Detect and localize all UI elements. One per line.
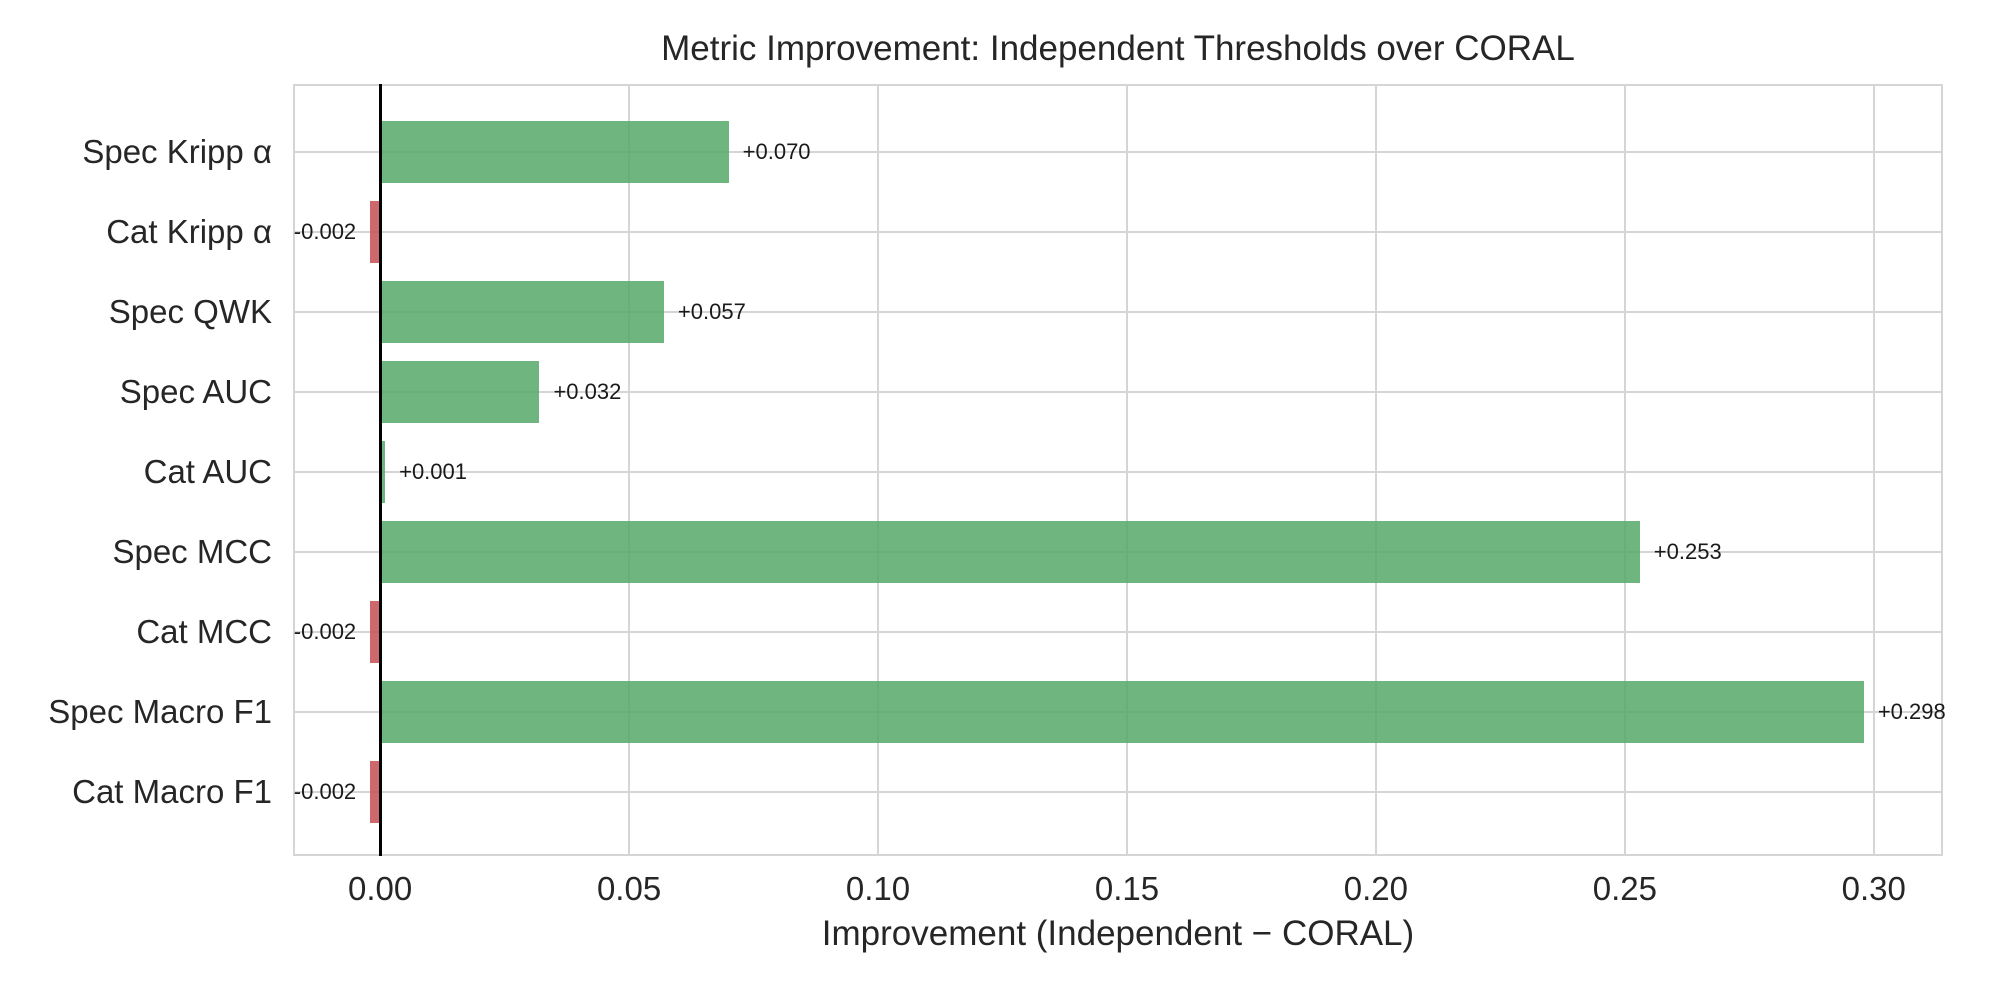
category-label-cat-auc: Cat AUC (143, 452, 272, 490)
category-label-cat-kripp: Cat Kripp α (106, 212, 272, 250)
bar-spec-auc (380, 360, 540, 423)
bar-cat-mcc (370, 600, 381, 663)
gridline-h (293, 470, 1943, 473)
bar-spec-kripp (380, 120, 729, 183)
gridline-v (1374, 84, 1377, 856)
bar-cat-macro-f1 (370, 760, 381, 823)
bar-cat-kripp (370, 200, 381, 263)
category-label-spec-qwk: Spec QWK (108, 292, 272, 330)
x-tick-label: 0.20 (1343, 870, 1409, 907)
gridline-h (293, 310, 1943, 313)
x-tick-label: 0.10 (845, 870, 911, 907)
value-label: +0.070 (742, 138, 811, 164)
category-label-spec-macro-f1: Spec Macro F1 (48, 692, 272, 730)
gridline-h (293, 150, 1943, 153)
value-label: +0.032 (553, 378, 622, 404)
gridline-v (1125, 84, 1128, 856)
value-label: +0.001 (399, 458, 467, 484)
category-label-cat-mcc: Cat MCC (136, 612, 272, 650)
category-label-spec-kripp: Spec Kripp α (82, 132, 272, 170)
x-axis-title: Improvement (Independent − CORAL) (821, 914, 1415, 953)
gridline-v (877, 84, 880, 856)
value-label: -0.002 (293, 618, 357, 644)
chart-title: Metric Improvement: Independent Threshol… (661, 29, 1575, 68)
value-label: +0.298 (1877, 698, 1946, 724)
x-tick-label: 0.30 (1841, 870, 1906, 907)
gridline-v (628, 84, 631, 856)
value-label: +0.253 (1653, 538, 1722, 564)
x-tick-label: 0.00 (348, 870, 413, 907)
bar-spec-macro-f1 (380, 680, 1864, 743)
value-label: +0.057 (677, 298, 746, 324)
bar-spec-qwk (380, 280, 664, 343)
gridline-h (293, 630, 1943, 633)
x-tick-label: 0.15 (1094, 870, 1160, 907)
x-tick-label: 0.05 (596, 870, 662, 907)
value-label: -0.002 (293, 778, 357, 804)
gridline-h (293, 390, 1943, 393)
bar-spec-mcc (380, 520, 1640, 583)
zero-line (378, 84, 382, 856)
category-label-spec-auc: Spec AUC (119, 372, 272, 410)
x-tick-label: 0.25 (1592, 870, 1657, 907)
gridline-v (1623, 84, 1626, 856)
category-label-spec-mcc: Spec MCC (112, 532, 272, 570)
category-label-cat-macro-f1: Cat Macro F1 (72, 772, 272, 810)
bar-cat-auc (380, 440, 386, 503)
gridline-h (293, 790, 1943, 793)
gridline-v (1872, 84, 1875, 856)
value-label: -0.002 (293, 218, 357, 244)
gridline-h (293, 230, 1943, 233)
